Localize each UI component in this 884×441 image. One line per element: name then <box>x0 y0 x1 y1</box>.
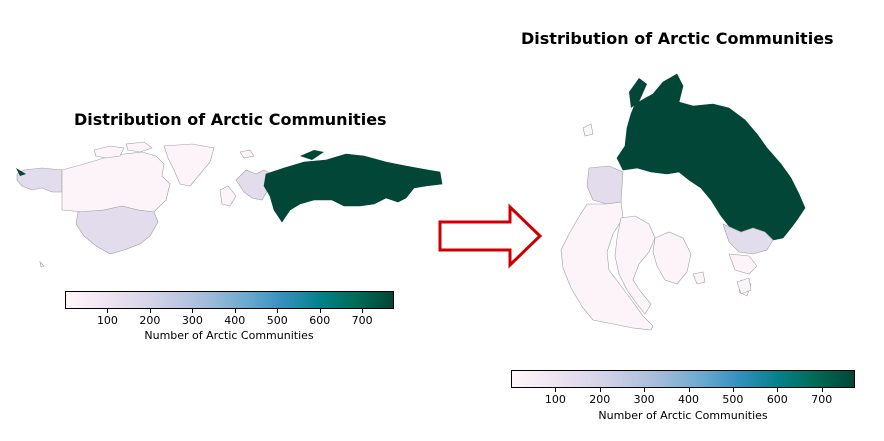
russia-region <box>616 73 806 241</box>
russia-region <box>263 153 443 223</box>
colorbar-tick-label: 100 <box>96 314 118 327</box>
small-island <box>39 261 45 268</box>
colorbar-tick-label: 500 <box>266 314 288 327</box>
colorbar-tick-mark <box>192 309 194 313</box>
colorbar-tick-mark <box>821 388 823 392</box>
colorbar-tick-mark <box>149 309 151 313</box>
alaska-region <box>16 167 63 193</box>
right-colorbar-label: Number of Arctic Communities <box>598 409 768 422</box>
europe-outline <box>219 185 237 207</box>
colorbar-tick-label: 300 <box>633 393 655 406</box>
colorbar-tick-label: 700 <box>811 393 833 406</box>
left-colorbar-label: Number of Arctic Communities <box>144 329 314 342</box>
left-map-plate-carree <box>16 141 443 268</box>
usa-region <box>75 205 159 255</box>
arctic-islands <box>93 141 153 159</box>
aleutian-fragment <box>16 168 26 176</box>
colorbar-tick-mark <box>688 388 690 392</box>
colorbar-tick-mark <box>234 309 236 313</box>
scandinavia-region <box>722 223 774 255</box>
left-map-title: Distribution of Arctic Communities <box>74 110 387 129</box>
colorbar-tick-mark <box>362 309 364 313</box>
transform-arrow <box>438 203 543 269</box>
colorbar-tick-mark <box>319 309 321 313</box>
canada-region <box>560 201 654 331</box>
right-map-title: Distribution of Arctic Communities <box>521 29 834 48</box>
right-map-polar-projection <box>560 73 806 331</box>
colorbar-tick-mark <box>107 309 109 313</box>
left-colorbar <box>65 291 394 309</box>
greenland-region <box>652 231 692 285</box>
colorbar-tick-mark <box>644 388 646 392</box>
iceland-region <box>239 149 255 159</box>
greenland-region <box>163 143 215 187</box>
right-colorbar <box>511 370 855 388</box>
colorbar-tick-mark <box>277 309 279 313</box>
colorbar-tick-mark <box>732 388 734 392</box>
colorbar-tick-label: 600 <box>766 393 788 406</box>
colorbar-tick-label: 100 <box>544 393 566 406</box>
colorbar-tick-label: 400 <box>224 314 246 327</box>
colorbar-tick-label: 300 <box>181 314 203 327</box>
canada-region <box>61 151 171 213</box>
novaya-zemlya <box>629 78 647 108</box>
alaska-region <box>586 165 624 205</box>
colorbar-tick-mark <box>777 388 779 392</box>
colorbar-tick-label: 500 <box>722 393 744 406</box>
colorbar-tick-label: 700 <box>351 314 373 327</box>
colorbar-tick-label: 600 <box>309 314 331 327</box>
small-islands <box>582 123 752 295</box>
novaya-zemlya <box>300 150 324 160</box>
colorbar-tick-label: 200 <box>589 393 611 406</box>
colorbar-tick-label: 400 <box>678 393 700 406</box>
colorbar-tick-label: 200 <box>139 314 161 327</box>
colorbar-tick-mark <box>555 388 557 392</box>
arctic-islands <box>614 215 656 315</box>
colorbar-tick-mark <box>599 388 601 392</box>
